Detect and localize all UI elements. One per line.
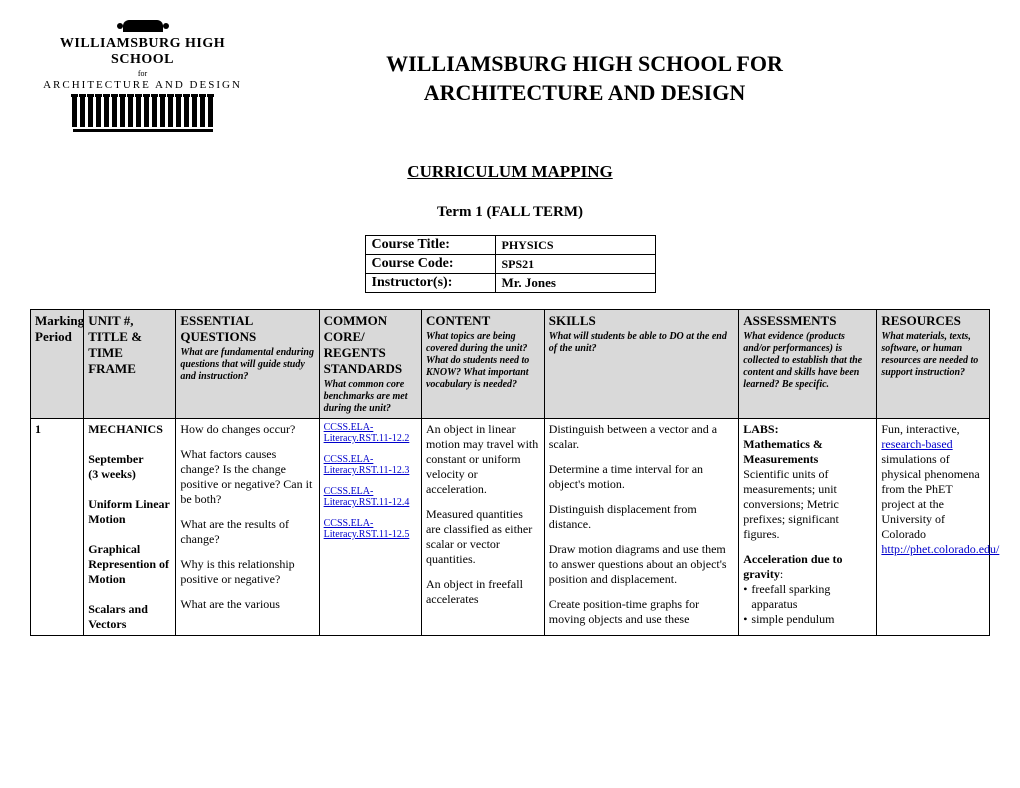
essential-questions-cell: How do changes occur? What factors cause… xyxy=(176,419,319,636)
col-unit: UNIT #, TITLE & TIME FRAME xyxy=(84,310,176,419)
course-title-label: Course Title: xyxy=(365,236,495,255)
skills-cell: Distinguish between a vector and a scala… xyxy=(544,419,738,636)
col-common-core: COMMON CORE/ REGENTS STANDARDS What comm… xyxy=(319,310,421,419)
course-info-table: Course Title: PHYSICS Course Code: SPS21… xyxy=(365,235,656,293)
course-title-value: PHYSICS xyxy=(495,236,655,255)
school-logo: WILLIAMSBURG HIGH SCHOOL for ARCHITECTUR… xyxy=(30,20,255,132)
col-marking: Marking Period xyxy=(31,310,84,419)
research-based-link[interactable]: research-based xyxy=(881,437,952,451)
assessments-cell: LABS: Mathematics & Measurements Scienti… xyxy=(739,419,877,636)
standards-cell: CCSS.ELA-Literacy.RST.11-12.2 CCSS.ELA-L… xyxy=(319,419,421,636)
course-code-label: Course Code: xyxy=(365,255,495,274)
course-code-value: SPS21 xyxy=(495,255,655,274)
subtitle: CURRICULUM MAPPING xyxy=(407,162,612,182)
phet-link[interactable]: http://phet.colorado.edu/ xyxy=(881,542,999,556)
header-row: Marking Period UNIT #, TITLE & TIME FRAM… xyxy=(31,310,990,419)
curriculum-table: Marking Period UNIT #, TITLE & TIME FRAM… xyxy=(30,309,990,636)
standard-link[interactable]: CCSS.ELA-Literacy.RST.11-12.3 xyxy=(324,454,410,476)
col-resources: RESOURCES What materials, texts, softwar… xyxy=(877,310,990,419)
document-meta: CURRICULUM MAPPING Term 1 (FALL TERM) Co… xyxy=(30,162,990,293)
standard-link[interactable]: CCSS.ELA-Literacy.RST.11-12.2 xyxy=(324,422,410,444)
col-skills: SKILLS What will students be able to DO … xyxy=(544,310,738,419)
col-assessments: ASSESSMENTS What evidence (products and/… xyxy=(739,310,877,419)
logo-text-for: for xyxy=(30,69,255,78)
course-title-row: Course Title: PHYSICS xyxy=(365,236,655,255)
resources-cell: Fun, interactive, research-based simulat… xyxy=(877,419,990,636)
title-line2: ARCHITECTURE AND DESIGN xyxy=(424,80,746,105)
page-title: WILLIAMSBURG HIGH SCHOOL FOR ARCHITECTUR… xyxy=(279,50,990,107)
instructor-row: Instructor(s): Mr. Jones xyxy=(365,274,655,293)
logo-text-line1: WILLIAMSBURG HIGH SCHOOL xyxy=(30,36,255,68)
content-cell: An object in linear motion may travel wi… xyxy=(421,419,544,636)
standard-link[interactable]: CCSS.ELA-Literacy.RST.11-12.5 xyxy=(324,518,410,540)
table-row: 1 MECHANICS September (3 weeks) Uniform … xyxy=(31,419,990,636)
instructor-label: Instructor(s): xyxy=(365,274,495,293)
title-line1: WILLIAMSBURG HIGH SCHOOL FOR xyxy=(386,51,783,76)
standard-link[interactable]: CCSS.ELA-Literacy.RST.11-12.4 xyxy=(324,486,410,508)
col-essential: ESSENTIAL QUESTIONS What are fundamental… xyxy=(176,310,319,419)
logo-text-line2: ARCHITECTURE AND DESIGN xyxy=(30,79,255,91)
course-code-row: Course Code: SPS21 xyxy=(365,255,655,274)
term-label: Term 1 (FALL TERM) xyxy=(30,204,990,221)
col-content: CONTENT What topics are being covered du… xyxy=(421,310,544,419)
marking-period-cell: 1 xyxy=(31,419,84,636)
instructor-value: Mr. Jones xyxy=(495,274,655,293)
header: WILLIAMSBURG HIGH SCHOOL for ARCHITECTUR… xyxy=(30,20,990,132)
unit-cell: MECHANICS September (3 weeks) Uniform Li… xyxy=(84,419,176,636)
